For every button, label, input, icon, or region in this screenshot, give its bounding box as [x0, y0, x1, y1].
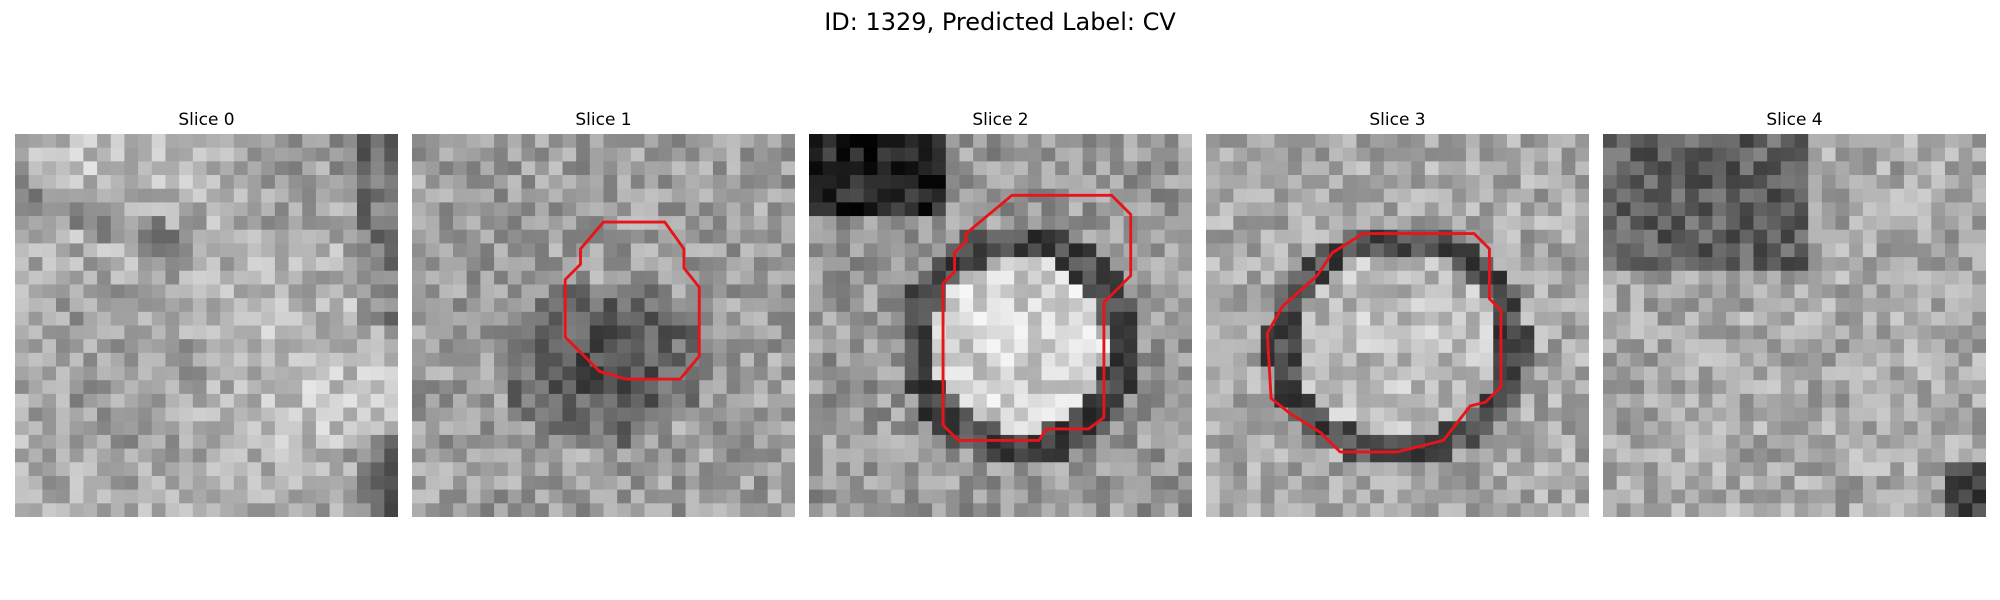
- slice-title: Slice 0: [178, 110, 235, 130]
- slice-title: Slice 2: [972, 110, 1029, 130]
- slice-image: [1206, 134, 1589, 517]
- slice-panel-4: Slice 4: [1603, 108, 1986, 517]
- slice-image: [809, 134, 1192, 517]
- slice-panel-3: Slice 3: [1206, 108, 1589, 517]
- slice-title: Slice 1: [575, 110, 632, 130]
- slice-panel-1: Slice 1: [412, 108, 795, 517]
- slice-title: Slice 4: [1766, 110, 1823, 130]
- slice-panel-0: Slice 0: [15, 108, 398, 517]
- slice-image: [15, 134, 398, 517]
- segmentation-outline: [1265, 232, 1503, 454]
- figure-title: ID: 1329, Predicted Label: CV: [824, 8, 1176, 36]
- slice-image: [1603, 134, 1986, 517]
- segmentation-outline: [563, 220, 701, 381]
- slice-panel-2: Slice 2: [809, 108, 1192, 517]
- slice-image: [412, 134, 795, 517]
- segmentation-outline: [941, 193, 1133, 442]
- slice-title: Slice 3: [1369, 110, 1426, 130]
